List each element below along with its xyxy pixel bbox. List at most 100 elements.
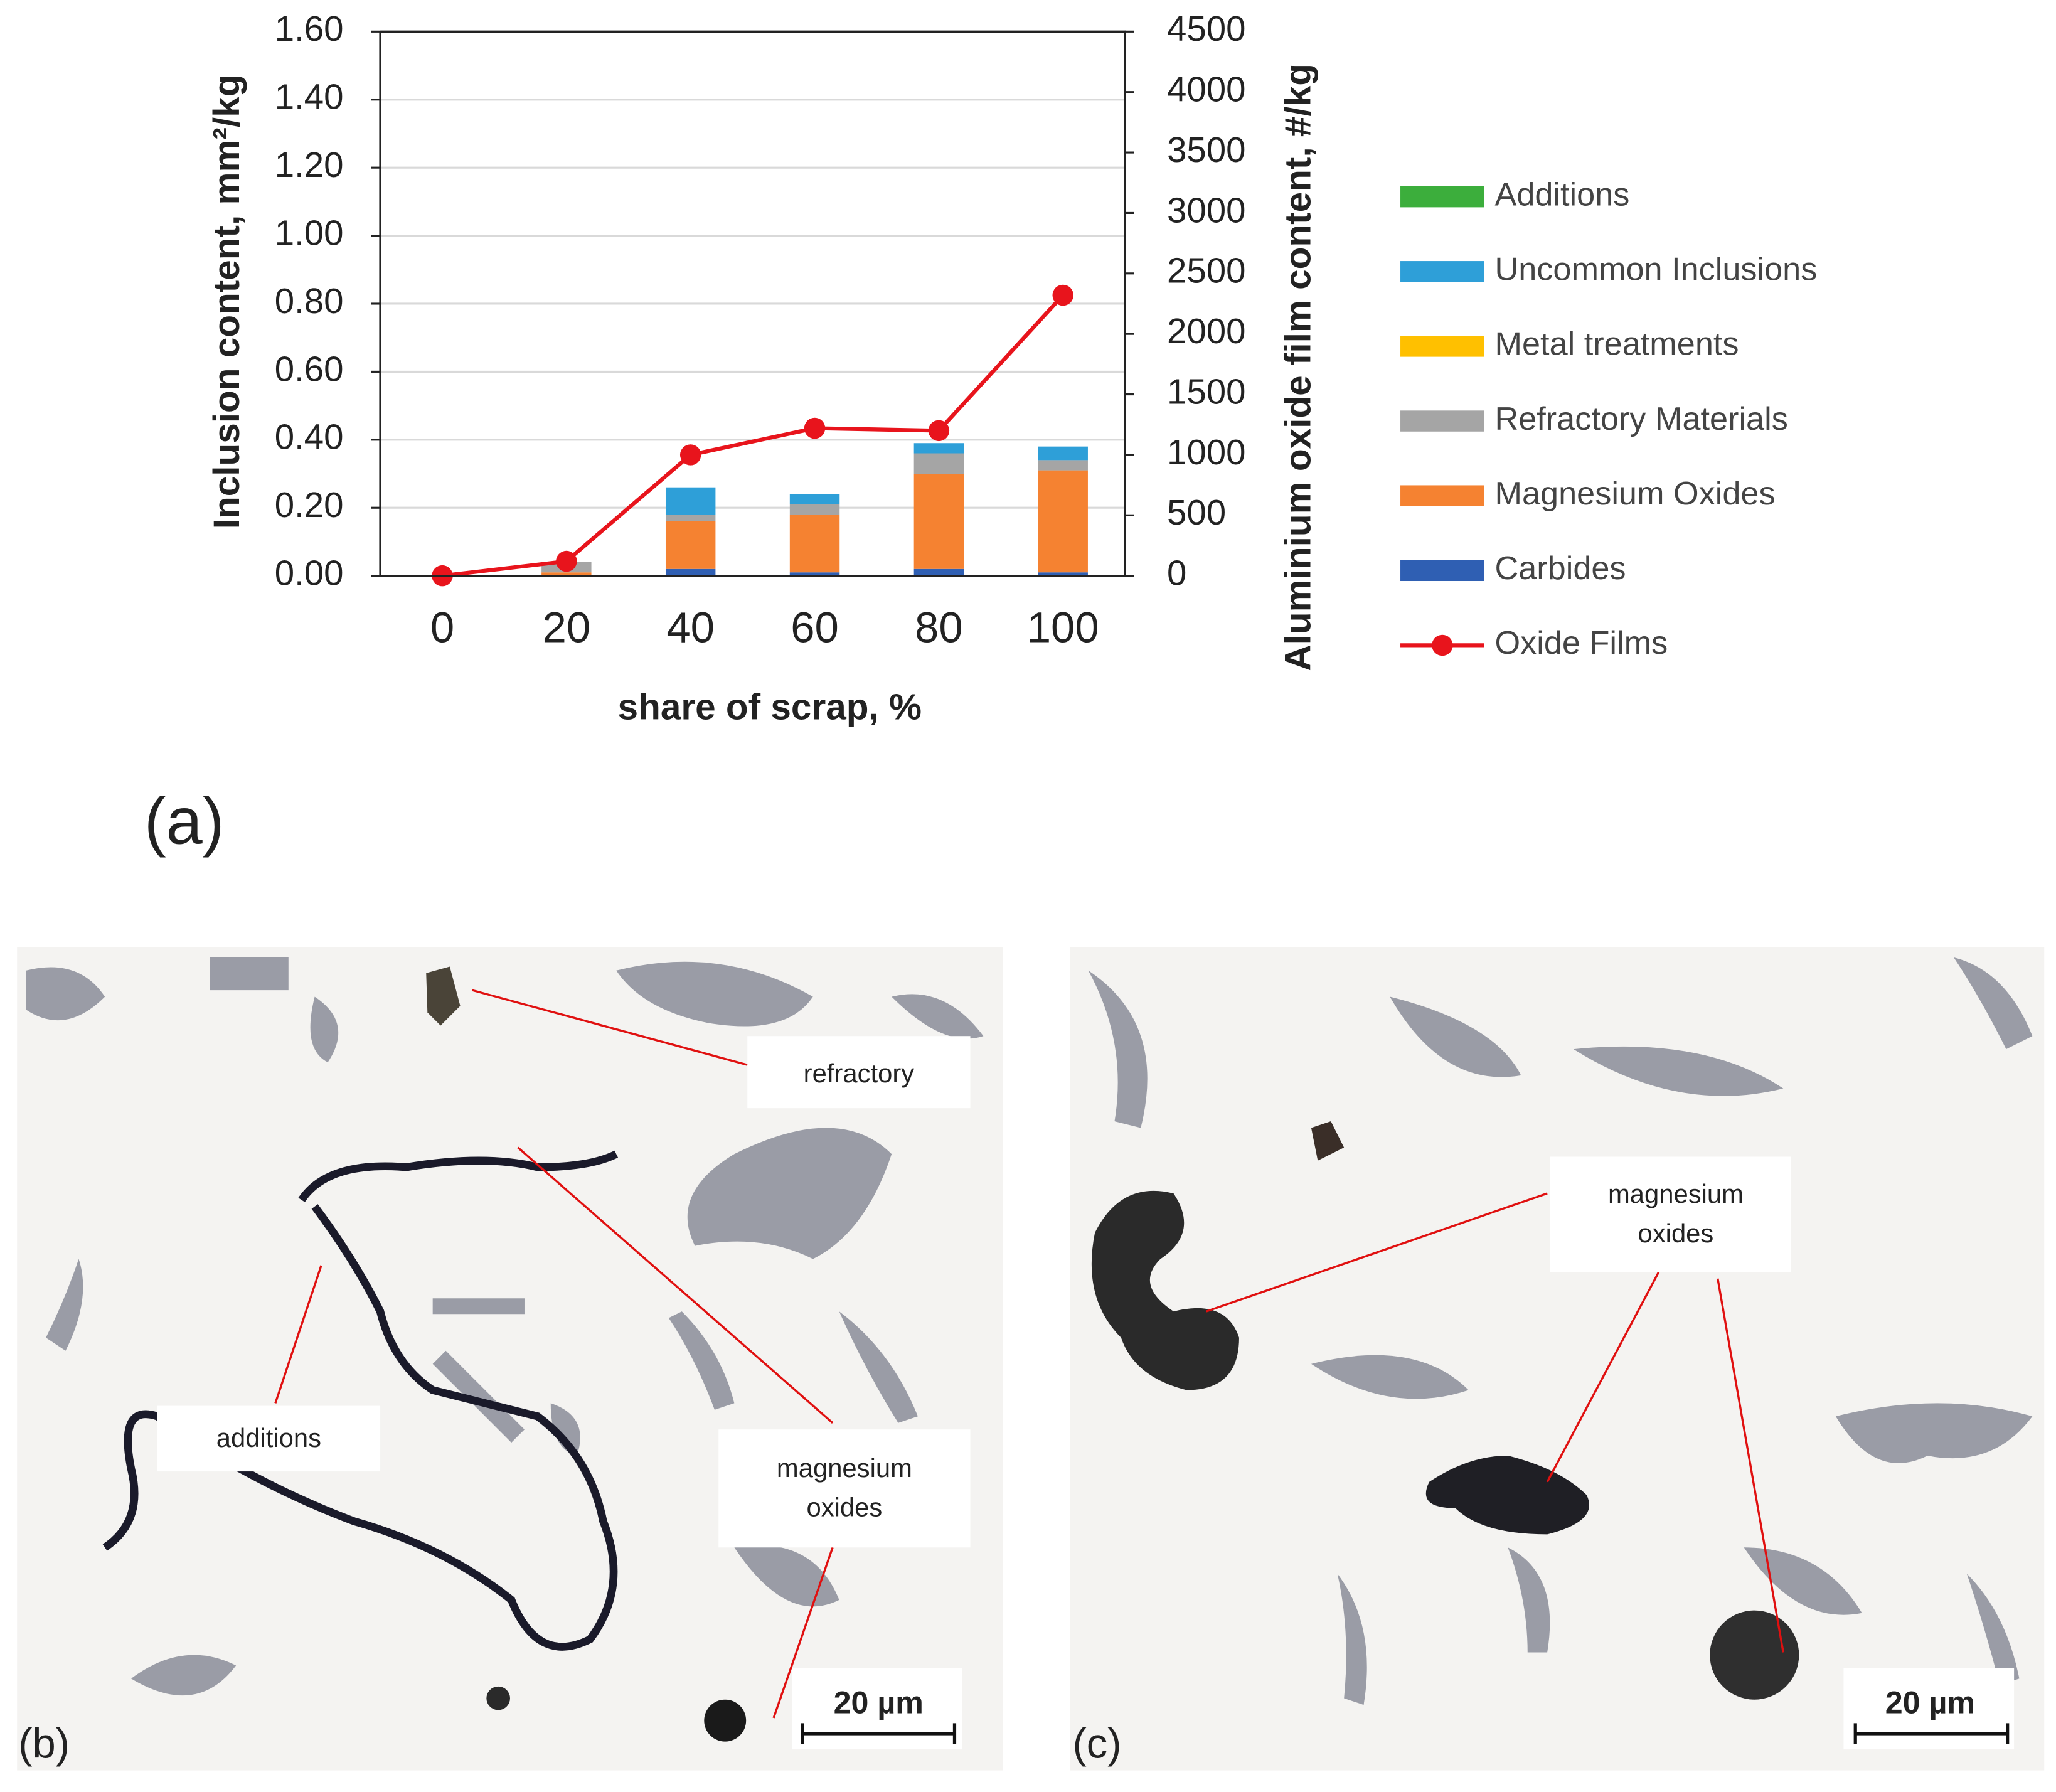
bar-segment bbox=[541, 572, 592, 576]
legend-label: Magnesium Oxides bbox=[1495, 476, 1776, 512]
inclusion bbox=[1091, 1190, 1239, 1390]
annotation: oxides bbox=[1638, 1219, 1714, 1248]
y2-tick-label: 2000 bbox=[1167, 311, 1245, 351]
bar-segment bbox=[1038, 572, 1088, 576]
bar-segment bbox=[1038, 446, 1088, 461]
inclusion bbox=[1710, 1610, 1799, 1700]
scale-bar-box bbox=[792, 1668, 963, 1750]
panel-label: (c) bbox=[1073, 1720, 1122, 1768]
y-tick-label: 0.60 bbox=[275, 349, 344, 388]
annotation: magnesium bbox=[777, 1453, 912, 1483]
inclusion bbox=[1425, 1455, 1589, 1535]
inclusion bbox=[486, 1686, 510, 1710]
bar-segment bbox=[913, 474, 964, 569]
x-tick-label: 80 bbox=[915, 604, 963, 652]
axes bbox=[379, 30, 1126, 577]
y2-tick-label: 3500 bbox=[1167, 130, 1245, 169]
legend-swatch bbox=[1400, 336, 1484, 357]
inclusion bbox=[704, 1699, 747, 1742]
y-tick-label: 0.00 bbox=[275, 553, 344, 593]
annotation: magnesium bbox=[1608, 1179, 1744, 1208]
legend-swatch bbox=[1400, 410, 1484, 432]
y2-tick-label: 2500 bbox=[1167, 251, 1245, 291]
annotation-box bbox=[1550, 1156, 1791, 1272]
y2-axis-title: Aluminium oxide film content, #/kg bbox=[1278, 63, 1319, 671]
inclusion bbox=[426, 966, 461, 1026]
bar-segment bbox=[1038, 460, 1088, 471]
scale-bar-box bbox=[1843, 1668, 2015, 1750]
bar-segment bbox=[789, 494, 840, 504]
y-tick-label: 1.40 bbox=[275, 77, 344, 117]
leader-lines bbox=[274, 989, 834, 1719]
legend-label: Carbides bbox=[1495, 550, 1626, 587]
annotation: refractory bbox=[804, 1059, 915, 1088]
x-tick-label: 60 bbox=[791, 604, 839, 652]
microstructure bbox=[1088, 957, 2033, 1705]
micrograph: magnesium oxides 20 µm (c) bbox=[1070, 947, 2045, 1771]
y-tick-label: 1.20 bbox=[275, 145, 344, 184]
scale-bar-label: 20 µm bbox=[1885, 1685, 1975, 1720]
panel-label: (b) bbox=[18, 1720, 70, 1768]
x-tick-label: 0 bbox=[430, 604, 454, 652]
inclusion bbox=[1311, 1121, 1345, 1161]
annotation-box bbox=[747, 1036, 971, 1109]
y-tick-label: 0.40 bbox=[275, 417, 344, 457]
bar-segment bbox=[665, 568, 716, 576]
bar-segment bbox=[913, 453, 964, 474]
line-point bbox=[679, 444, 701, 466]
bar-segment bbox=[789, 504, 840, 515]
y2-tick-label: 4500 bbox=[1167, 9, 1245, 48]
microstructure bbox=[26, 957, 984, 1696]
y-tick-label: 1.00 bbox=[275, 213, 344, 252]
y2-tick-label: 0 bbox=[1167, 553, 1186, 593]
annotation: oxides bbox=[807, 1493, 883, 1522]
line-point bbox=[804, 417, 826, 439]
annotation-box bbox=[157, 1405, 381, 1472]
y2-tick-label: 500 bbox=[1167, 493, 1226, 532]
bar-segment bbox=[789, 515, 840, 573]
line-point bbox=[1052, 284, 1073, 306]
legend-label: Oxide Films bbox=[1495, 625, 1668, 661]
x-tick-label: 20 bbox=[542, 604, 590, 652]
annotation: additions bbox=[216, 1423, 321, 1453]
leader-lines bbox=[1206, 1192, 1784, 1653]
y2-tick-label: 4000 bbox=[1167, 70, 1245, 109]
legend-swatch bbox=[1400, 560, 1484, 582]
bar-segment bbox=[913, 568, 964, 576]
panel-label: (a) bbox=[144, 784, 225, 858]
micrograph: refractory additions magnesium oxides 20… bbox=[17, 947, 1003, 1771]
scale-bar bbox=[801, 1723, 957, 1744]
y-tick-label: 0.20 bbox=[275, 485, 344, 525]
legend-label: Additions bbox=[1495, 176, 1630, 213]
y-tick-label: 1.60 bbox=[275, 9, 344, 48]
scale-bar-label: 20 µm bbox=[834, 1685, 924, 1720]
legend-label: Refractory Materials bbox=[1495, 401, 1788, 437]
legend-swatch bbox=[1400, 261, 1484, 282]
y2-tick-label: 1500 bbox=[1167, 371, 1245, 411]
bar-segment bbox=[789, 572, 840, 576]
bar-segment bbox=[665, 515, 716, 521]
line-point bbox=[556, 550, 577, 572]
legend-swatch bbox=[1432, 634, 1453, 656]
bar-segment bbox=[665, 487, 716, 515]
x-tick-label: 40 bbox=[666, 604, 715, 652]
bar-segment bbox=[1038, 470, 1088, 573]
bar-segment bbox=[913, 443, 964, 454]
legend-label: Metal treatments bbox=[1495, 326, 1739, 363]
x-axis-title: share of scrap, % bbox=[618, 686, 922, 727]
bar-segment bbox=[665, 521, 716, 569]
legend-swatch bbox=[1400, 485, 1484, 506]
inclusion-film bbox=[102, 1150, 619, 1651]
y2-tick-label: 1000 bbox=[1167, 432, 1245, 472]
chart: share of scrap, % Inclusion content, mm²… bbox=[206, 9, 1817, 727]
y-axis-title: Inclusion content, mm²/kg bbox=[206, 74, 247, 529]
y-tick-label: 0.80 bbox=[275, 281, 344, 321]
annotation-box bbox=[718, 1429, 971, 1548]
legend-swatch bbox=[1400, 186, 1484, 208]
line bbox=[442, 294, 1065, 578]
y2-tick-label: 3000 bbox=[1167, 190, 1245, 230]
scale-bar bbox=[1853, 1723, 2010, 1744]
x-tick-label: 100 bbox=[1027, 604, 1099, 652]
